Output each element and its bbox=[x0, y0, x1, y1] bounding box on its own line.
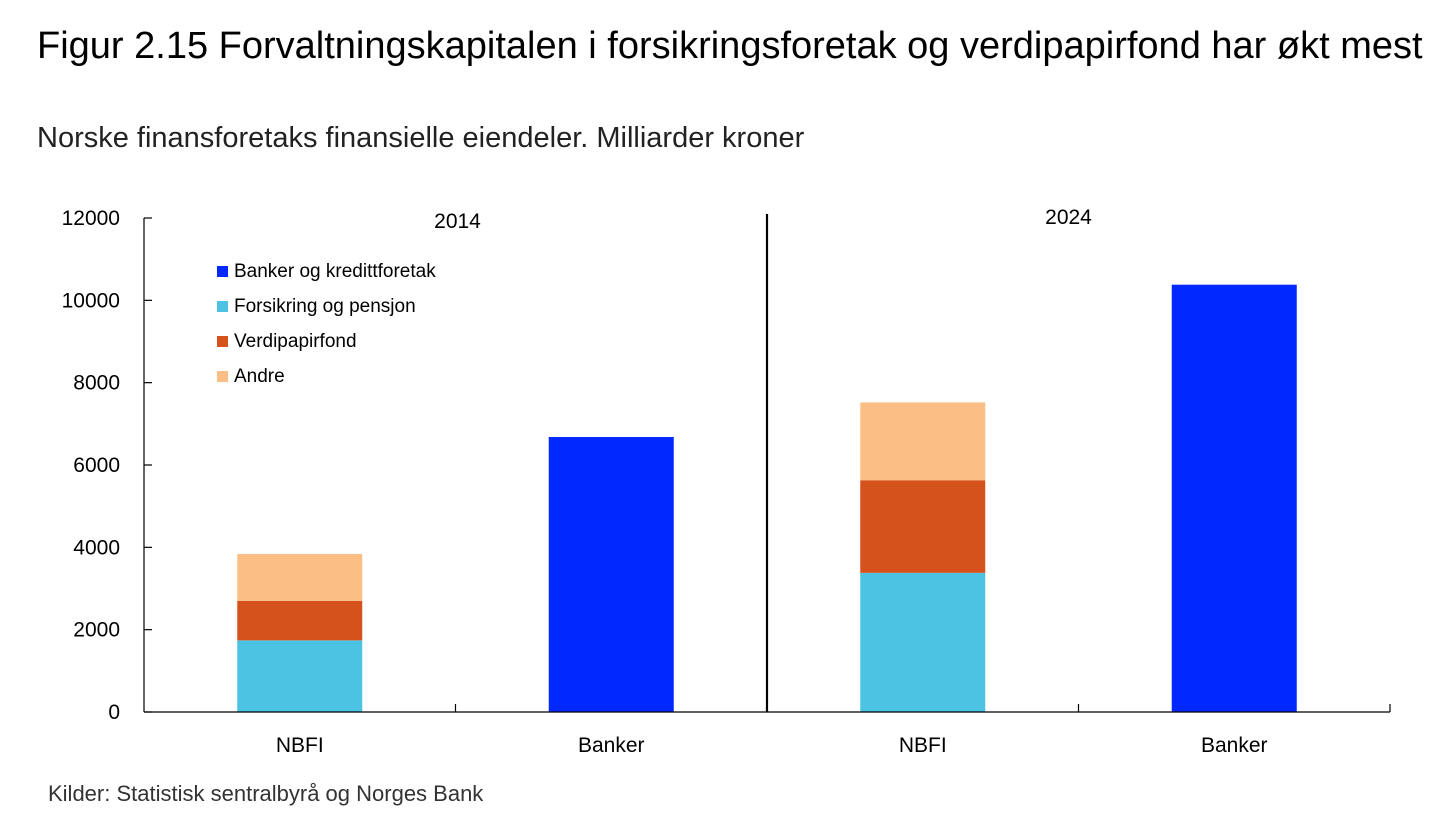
bar-andre bbox=[237, 553, 363, 601]
bar-andre bbox=[860, 402, 986, 481]
y-tick-label: 0 bbox=[108, 701, 120, 724]
chart-subtitle: Norske finansforetaks finansielle eiende… bbox=[37, 122, 805, 154]
y-tick-label: 12000 bbox=[62, 207, 120, 230]
y-tick-label: 6000 bbox=[73, 454, 120, 477]
legend-swatch-verdipapirfond bbox=[217, 336, 228, 347]
y-tick-label: 4000 bbox=[73, 536, 120, 559]
bar-verdipapirfond bbox=[237, 600, 363, 641]
legend-label: Forsikring og pensjon bbox=[234, 296, 416, 317]
bars-layer bbox=[237, 284, 1297, 712]
bar-forsikring bbox=[860, 572, 986, 712]
group-label: 2014 bbox=[434, 210, 481, 233]
group-label: 2024 bbox=[1045, 206, 1092, 229]
axes-layer: 0 2000 4000 6000 8000 10000 12000 bbox=[62, 207, 1391, 724]
legend-label: Verdipapirfond bbox=[234, 331, 357, 352]
labels-layer: NBFI Banker NBFI Banker 2014 2024 bbox=[276, 206, 1268, 757]
bar-banker bbox=[548, 437, 674, 712]
x-category-label: Banker bbox=[578, 734, 645, 757]
y-tick-label: 10000 bbox=[62, 289, 120, 312]
x-category-label: NBFI bbox=[899, 734, 947, 757]
legend-label: Andre bbox=[234, 366, 285, 387]
y-tick-label: 8000 bbox=[73, 372, 120, 395]
source-note: Kilder: Statistisk sentralbyrå og Norges… bbox=[48, 781, 484, 806]
chart-title: Figur 2.15 Forvaltningskapitalen i forsi… bbox=[37, 25, 1423, 67]
bar-verdipapirfond bbox=[860, 480, 986, 573]
x-category-label: Banker bbox=[1201, 734, 1268, 757]
bar-forsikring bbox=[237, 640, 363, 712]
legend-label: Banker og kredittforetak bbox=[234, 261, 436, 282]
legend: Banker og kredittforetak Forsikring og pe… bbox=[217, 261, 436, 387]
x-category-label: NBFI bbox=[276, 734, 324, 757]
legend-swatch-banker bbox=[217, 266, 228, 277]
legend-swatch-forsikring bbox=[217, 301, 228, 312]
legend-swatch-andre bbox=[217, 371, 228, 382]
bar-banker bbox=[1171, 284, 1297, 712]
y-tick-label: 2000 bbox=[73, 619, 120, 642]
